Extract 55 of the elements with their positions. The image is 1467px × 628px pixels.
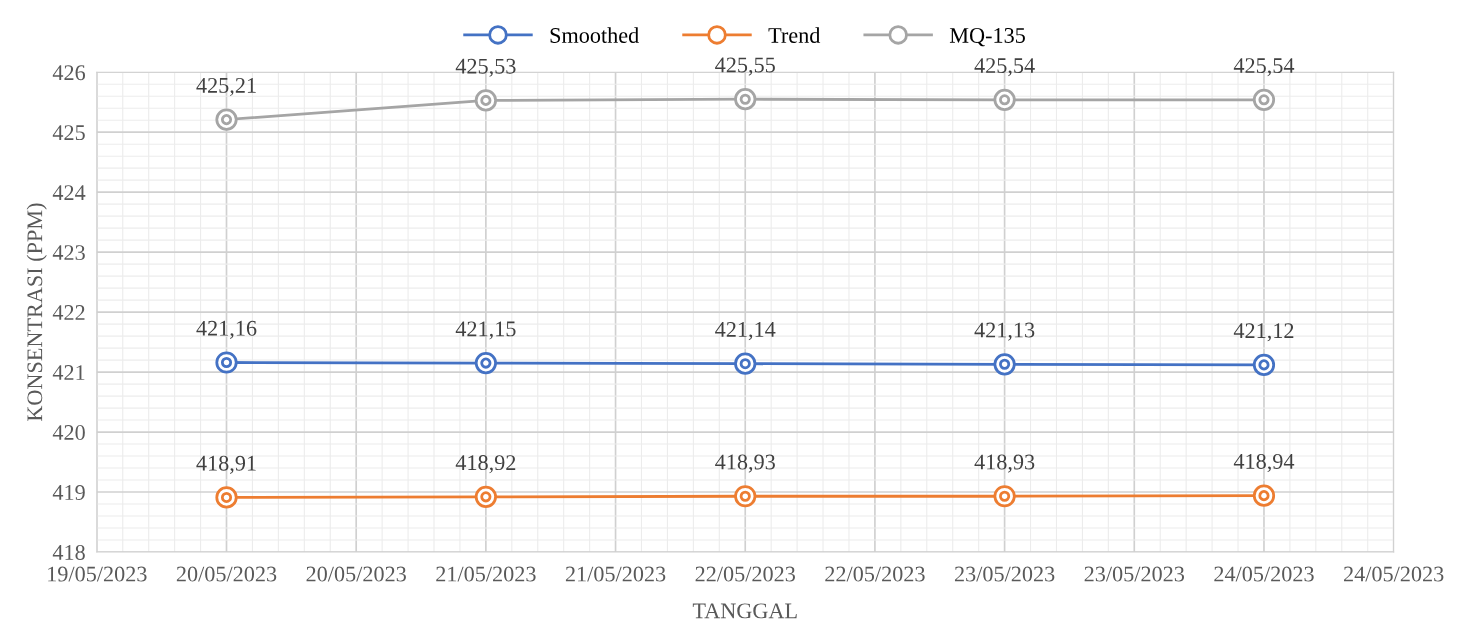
data-label: 421,16: [196, 320, 257, 339]
y-tick-label: 423: [52, 245, 85, 261]
data-label: 421,13: [974, 322, 1035, 341]
point: [215, 108, 238, 131]
x-tick-label: 21/05/2023: [565, 566, 666, 582]
x-tick-label: 20/05/2023: [306, 566, 406, 582]
x-tick-label: 24/05/2023: [1214, 566, 1314, 582]
x-tick-label: 22/05/2023: [695, 566, 795, 582]
y-tick-label: 420: [52, 425, 85, 440]
x-tick-label: 19/05/2023: [48, 566, 147, 582]
data-label: 418,93: [715, 454, 775, 473]
point: [474, 351, 497, 375]
data-label: 418,91: [196, 455, 256, 474]
point: [1252, 353, 1276, 377]
data-label: 418,92: [455, 455, 516, 474]
point: [1252, 88, 1276, 111]
point: [993, 485, 1016, 508]
point: [474, 89, 497, 112]
x-tick-label: 20/05/2023: [176, 566, 277, 582]
point: [215, 486, 238, 509]
y-tick-label: 426: [52, 65, 86, 81]
data-label: 425,55: [715, 57, 775, 76]
point: [993, 88, 1016, 111]
y-tick-label: 422: [52, 305, 85, 320]
x-tick-label: 23/05/2023: [954, 566, 1055, 582]
point: [734, 485, 757, 508]
data-label: 425,54: [974, 58, 1035, 77]
legend-label: MQ-135: [949, 27, 1025, 47]
point: [1252, 484, 1276, 507]
point: [474, 485, 497, 508]
point: [215, 351, 238, 374]
y-tick-label: 419: [52, 485, 85, 500]
x-tick-label: 21/05/2023: [436, 566, 536, 582]
point: [993, 353, 1016, 376]
data-label: 425,54: [1233, 58, 1295, 77]
legend-label: Trend: [768, 27, 821, 43]
data-label: 418,94: [1233, 453, 1295, 473]
x-tick-label: 22/05/2023: [825, 566, 925, 582]
y-axis-title: KONSENTRASI (PPM): [26, 203, 47, 422]
point: [734, 88, 757, 111]
legend-label: Smoothed: [550, 27, 639, 43]
y-tick-label: 418: [52, 544, 85, 560]
data-label: 421,14: [715, 322, 776, 341]
point: [734, 352, 757, 375]
y-tick-label: 424: [52, 185, 86, 200]
data-label: 421,15: [455, 321, 516, 340]
y-tick-label: 421: [52, 365, 85, 380]
data-label: 421,12: [1233, 323, 1294, 342]
y-tick-label: 425: [52, 125, 85, 141]
data-label: 418,93: [974, 454, 1035, 473]
x-tick-label: 24/05/2023: [1344, 566, 1444, 582]
x-axis-title: TANGGAL: [692, 603, 797, 619]
x-tick-label: 23/05/2023: [1084, 566, 1185, 582]
data-label: 425,21: [196, 77, 256, 97]
data-label: 425,53: [455, 58, 516, 77]
